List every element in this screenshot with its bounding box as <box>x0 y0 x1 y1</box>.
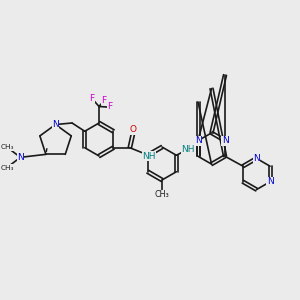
Text: N: N <box>253 154 260 163</box>
Text: N: N <box>52 120 59 129</box>
Text: F: F <box>89 94 94 103</box>
Text: N: N <box>17 153 24 162</box>
Text: NH: NH <box>142 152 155 161</box>
Text: NH: NH <box>182 145 195 154</box>
Text: F: F <box>101 96 106 105</box>
Text: N: N <box>222 136 228 145</box>
Text: F: F <box>107 102 112 111</box>
Text: CH₃: CH₃ <box>1 164 14 170</box>
Text: CH₃: CH₃ <box>155 190 170 200</box>
Text: N: N <box>267 177 273 186</box>
Text: N: N <box>195 136 201 145</box>
Text: O: O <box>129 125 136 134</box>
Text: CH₃: CH₃ <box>1 144 14 150</box>
